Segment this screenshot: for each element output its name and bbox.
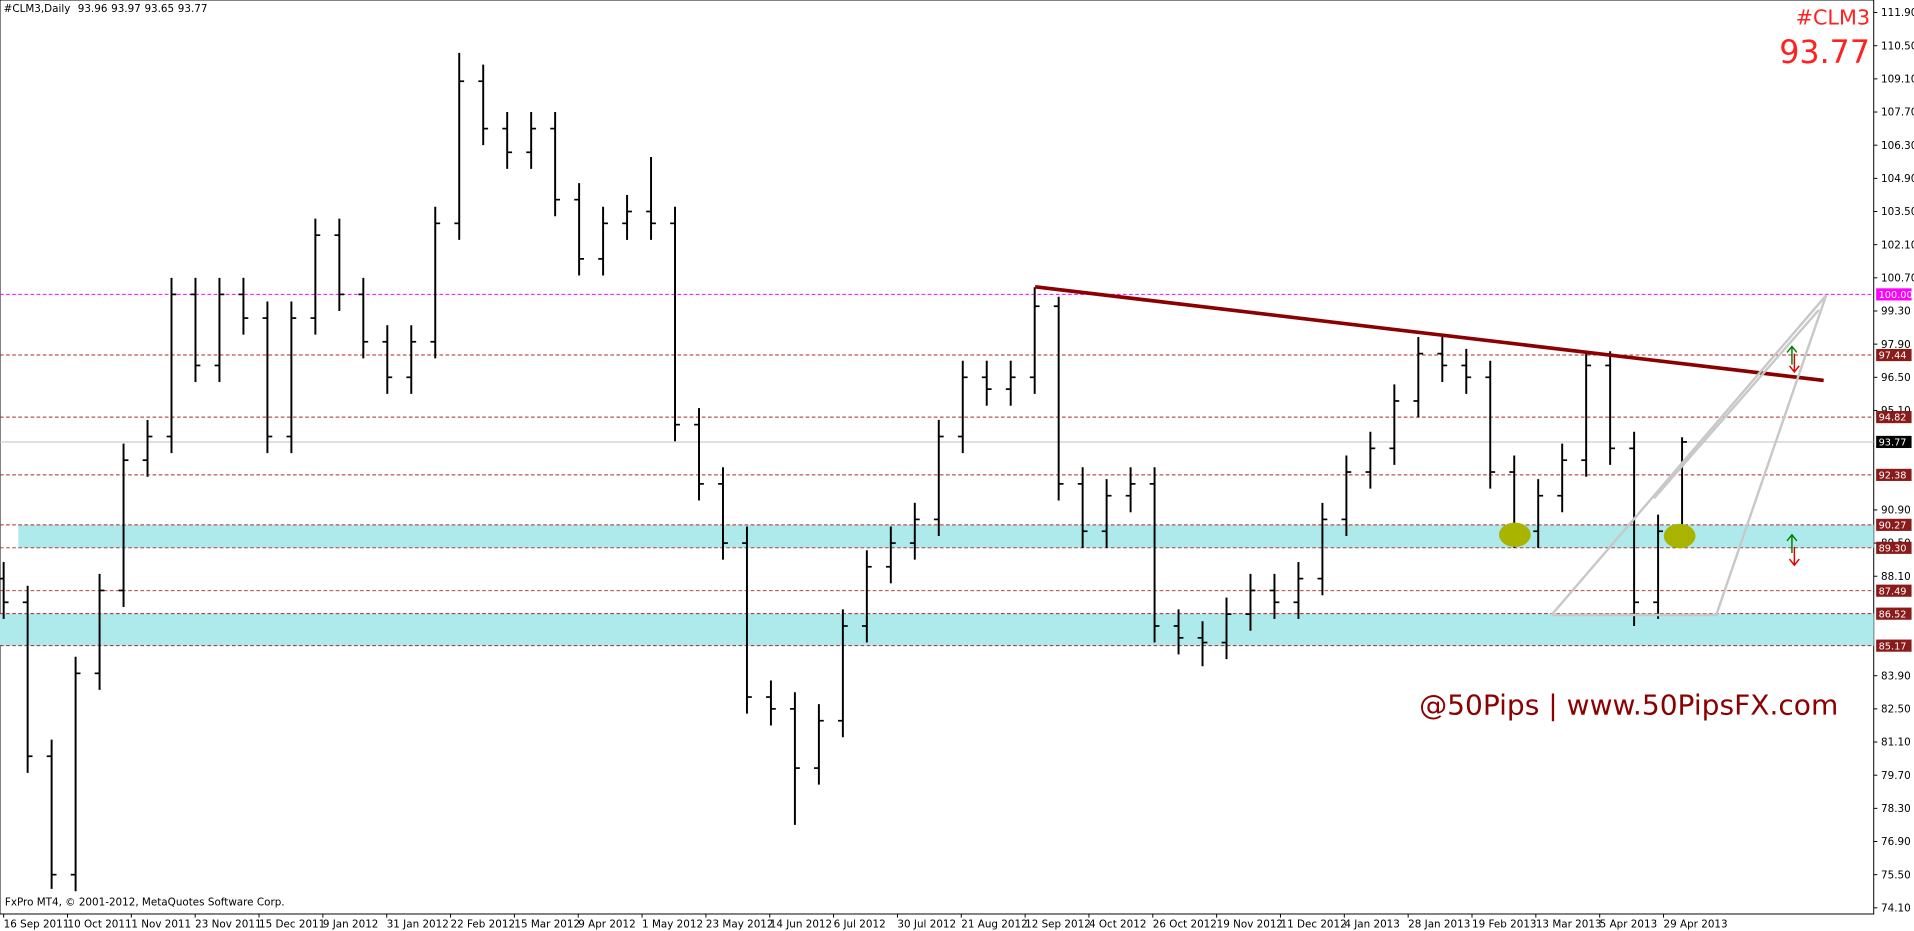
level-label: 85.17 — [1879, 641, 1907, 652]
x-tick-label: 31 Jan 2012 — [387, 918, 449, 930]
y-tick-label: 81.10 — [1881, 737, 1911, 749]
x-tick-label: 19 Nov 2012 — [1217, 918, 1283, 930]
trend-line — [1034, 285, 1824, 383]
y-tick-label: 102.10 — [1881, 239, 1914, 251]
down-arrow — [1788, 546, 1800, 567]
x-tick-label: 21 Aug 2012 — [961, 918, 1027, 930]
level-label: 100.00 — [1879, 290, 1913, 301]
x-tick-label: 6 Jul 2012 — [834, 918, 886, 930]
x-tick-label: 1 Nov 2011 — [131, 918, 191, 930]
support-marker — [1498, 522, 1531, 547]
watermark: @50Pips | www.50PipsFX.com — [1419, 689, 1838, 722]
x-tick-label: 11 Dec 2012 — [1280, 918, 1346, 930]
up-arrow — [1786, 345, 1798, 365]
level-label-box — [1876, 584, 1912, 597]
triangle-inner-line — [1653, 309, 1820, 500]
level-label-box — [1876, 541, 1912, 554]
zone — [18, 524, 1874, 548]
y-tick-label: 78.30 — [1881, 803, 1911, 815]
last-low: 93.65 — [144, 3, 174, 15]
y-tick-label: 103.50 — [1881, 206, 1914, 218]
down-arrow — [1788, 353, 1800, 374]
y-tick-label: 111.90 — [1881, 7, 1914, 19]
x-tick-label: 30 Jul 2012 — [897, 918, 956, 930]
x-tick-label: 9 Jan 2012 — [323, 918, 379, 930]
zones — [0, 524, 1874, 646]
y-tick-label: 76.90 — [1881, 836, 1911, 848]
y-tick-label: 97.90 — [1881, 339, 1911, 351]
x-tick-label: 15 Mar 2012 — [514, 918, 580, 930]
y-tick-label: 88.10 — [1881, 571, 1911, 583]
x-tick-label: 9 Apr 2012 — [578, 918, 636, 930]
level-label-box — [1876, 518, 1912, 531]
y-tick-label: 83.90 — [1881, 670, 1911, 682]
y-tick-label: 74.10 — [1881, 902, 1911, 914]
y-tick-label: 79.70 — [1881, 770, 1911, 782]
x-tick-label: 12 Sep 2012 — [1025, 918, 1091, 930]
zone — [0, 613, 1874, 646]
support-marker — [1663, 523, 1696, 549]
plot-area — [0, 0, 1875, 915]
y-tick-label: 107.70 — [1881, 107, 1914, 119]
symbol: #CLM3,Daily — [4, 3, 71, 15]
symbol-display: #CLM3 — [1796, 5, 1870, 29]
last-close: 93.77 — [178, 3, 208, 15]
x-tick-label: 16 Sep 2011 — [4, 918, 70, 930]
y-tick-label: 82.50 — [1881, 704, 1911, 716]
x-tick-label: 10 Oct 2011 — [68, 918, 132, 930]
level-label: 92.38 — [1879, 471, 1907, 482]
level-label: 97.44 — [1879, 351, 1907, 362]
triangle-outline — [1550, 294, 1828, 617]
x-tick-label: 22 Feb 2012 — [451, 918, 516, 930]
level-label-box — [1876, 288, 1912, 301]
x-tick-label: 14 Jun 2012 — [770, 918, 832, 930]
level-label-box — [1876, 435, 1912, 449]
y-tick-label: 90.90 — [1881, 505, 1911, 517]
x-tick-label: 19 Feb 2013 — [1472, 918, 1537, 930]
y-tick-label: 99.30 — [1881, 306, 1911, 318]
triangle — [1550, 294, 1828, 617]
level-label-box — [1876, 639, 1912, 652]
x-tick-label: 5 Apr 2013 — [1600, 918, 1658, 930]
y-tick-label: 106.30 — [1881, 140, 1914, 152]
level-label: 90.27 — [1879, 521, 1907, 532]
price-display: 93.77 — [1779, 35, 1870, 71]
y-tick-label: 75.50 — [1881, 869, 1911, 881]
x-tick-label: 23 May 2012 — [706, 918, 774, 930]
level-label-box — [1876, 468, 1912, 481]
chart-header: #CLM3,Daily 93.96 93.97 93.65 93.77 — [4, 3, 208, 15]
level-label-box — [1876, 411, 1912, 424]
y-tick-label: 109.10 — [1881, 74, 1914, 86]
y-tick-label: 96.50 — [1881, 372, 1911, 384]
level-label-box — [1876, 607, 1912, 620]
level-label: 89.30 — [1879, 543, 1907, 554]
y-tick-label: 100.70 — [1881, 272, 1914, 284]
levels — [0, 293, 1874, 647]
level-label: 87.49 — [1879, 586, 1907, 597]
arrows — [1786, 345, 1800, 567]
x-tick-label: 4 Oct 2012 — [1089, 918, 1146, 930]
x-tick-label: 23 Nov 2011 — [195, 918, 261, 930]
x-tick-label: 4 Jan 2013 — [1344, 918, 1400, 930]
x-tick-label: 28 Jan 2013 — [1408, 918, 1470, 930]
copyright: FxPro MT4, © 2001-2012, MetaQuotes Softw… — [5, 896, 285, 908]
level-label-box — [1876, 348, 1912, 362]
x-tick-label: 13 Mar 2013 — [1536, 918, 1602, 930]
last-high: 93.97 — [111, 3, 141, 15]
up-arrow — [1786, 533, 1798, 554]
y-tick-label: 110.50 — [1881, 40, 1914, 52]
level-label: 94.82 — [1879, 413, 1907, 424]
x-tick-label: 15 Dec 2011 — [259, 918, 325, 930]
x-tick-label: 1 May 2012 — [642, 918, 703, 930]
level-label: 86.52 — [1879, 609, 1907, 620]
x-tick-label: 26 Oct 2012 — [1153, 918, 1217, 930]
level-label: 93.77 — [1879, 438, 1907, 449]
bars — [0, 52, 1687, 892]
x-tick-label: 29 Apr 2013 — [1664, 918, 1728, 930]
y-tick-label: 104.90 — [1881, 173, 1914, 185]
last-open: 93.96 — [78, 3, 108, 15]
